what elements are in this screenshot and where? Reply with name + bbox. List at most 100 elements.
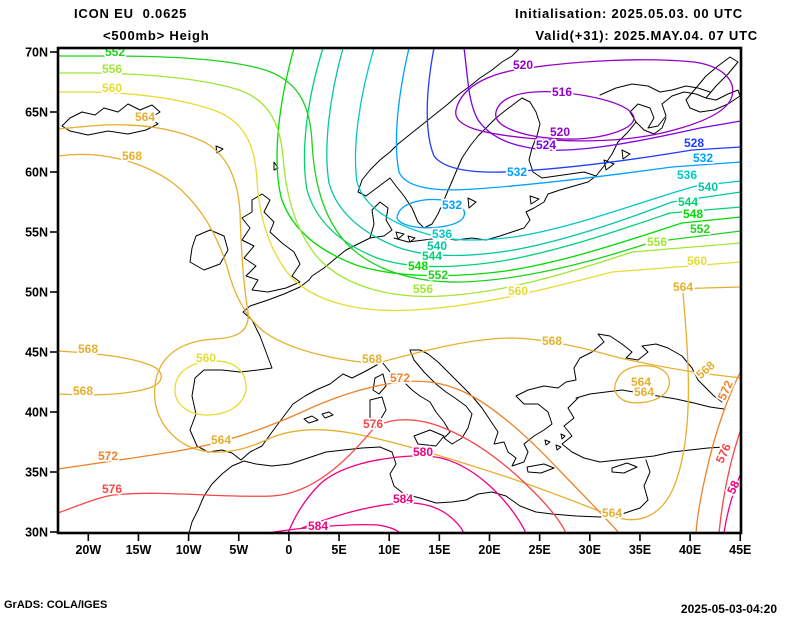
lat-tick-label: 65N	[25, 106, 48, 120]
contour-label-540: 540	[698, 180, 718, 194]
contour-label-564: 564	[602, 506, 622, 520]
contour-label-532: 532	[442, 198, 462, 212]
coast-west-europe	[189, 279, 723, 467]
coast-denmark	[369, 201, 393, 239]
coast-morocco-atlantic	[188, 460, 245, 533]
contour-536	[354, 48, 741, 241]
contour-label-548: 548	[683, 207, 703, 221]
coast-cyprus	[611, 462, 638, 474]
contour-label-520: 520	[513, 58, 533, 72]
contour-label-544: 544	[422, 249, 442, 263]
contour-label-564: 564	[673, 280, 693, 294]
contour-label-520: 520	[550, 125, 570, 139]
coast-barents	[599, 83, 711, 96]
contour-576	[58, 419, 567, 533]
lon-tick-label: 5W	[229, 543, 248, 557]
lat-tick-label: 40N	[25, 406, 48, 420]
contour-label-560: 560	[687, 254, 707, 268]
lon-tick-label: 5E	[331, 543, 346, 557]
valid-time: Valid(+31): 2025.MAY.04. 07 UTC	[535, 28, 758, 43]
coast-saaremaa	[529, 195, 540, 205]
contours	[58, 48, 741, 533]
creation-timestamp: 2025-05-03-04:20	[681, 602, 777, 616]
init-time: Initialisation: 2025.05.03. 00 UTC	[515, 6, 743, 21]
lat-tick-label: 45N	[25, 346, 48, 360]
coast-lake-onega	[621, 149, 631, 160]
latitude-axis: 70N 65N 60N 55N 50N 45N 40N 35N 30N	[25, 46, 58, 540]
map-frame	[56, 46, 743, 535]
coast-sardinia	[369, 396, 387, 423]
contour-568-fold	[58, 350, 162, 396]
coast-danish-isles	[395, 231, 416, 243]
contour-label-560: 560	[508, 284, 528, 298]
contour-576-east	[718, 428, 741, 533]
contour-572-east	[695, 370, 741, 533]
lat-tick-label: 50N	[25, 286, 48, 300]
contour-label-560: 560	[102, 81, 122, 95]
lat-tick-label: 70N	[25, 46, 48, 60]
lon-tick-label: 25E	[529, 543, 551, 557]
coast-balearics	[303, 411, 334, 424]
lon-tick-label: 40E	[679, 543, 701, 557]
longitude-axis: 20W 15W 10W 5W 0 5E 10E 15E 20E 25E 30E 35E 40E 45E	[75, 533, 751, 557]
lon-tick-label: 20W	[75, 543, 101, 557]
contour-label-552: 552	[690, 222, 710, 236]
coast-aegean-islands	[544, 433, 566, 451]
lat-tick-label: 60N	[25, 166, 48, 180]
contour-560-iberia-low	[174, 360, 247, 416]
contour-label-564: 564	[631, 375, 651, 389]
coast-white-sea-inlet	[635, 117, 667, 135]
contour-label-536: 536	[432, 227, 452, 241]
lat-tick-label: 35N	[25, 466, 48, 480]
contour-label-564: 564	[211, 433, 231, 447]
model-title: ICON EU 0.0625	[74, 6, 187, 21]
contour-label-560: 560	[196, 351, 216, 365]
contour-label-568: 568	[542, 334, 562, 348]
contour-label-556: 556	[102, 62, 122, 76]
contour-label-584: 584	[393, 492, 413, 506]
contour-label-556: 556	[647, 235, 667, 249]
contour-label-568: 568	[73, 384, 93, 398]
contour-556	[58, 72, 741, 298]
contour-label-532: 532	[693, 151, 713, 165]
contour-548	[276, 48, 741, 277]
lon-tick-label: 10E	[378, 543, 400, 557]
contour-580	[287, 455, 527, 533]
contour-544	[303, 48, 741, 268]
contour-label-540: 540	[427, 239, 447, 253]
coast-baltic-south	[393, 175, 597, 243]
coast-corsica	[372, 373, 387, 395]
contour-label-536: 536	[677, 168, 697, 182]
field-title: <500mb> Heigh	[103, 28, 210, 43]
contour-label-568: 568	[78, 342, 98, 356]
coast-turkey-west-south	[561, 397, 725, 463]
contour-label-576: 576	[363, 417, 383, 431]
contour-584-south	[267, 523, 401, 533]
coast-scandinavia	[357, 48, 597, 229]
contour-568	[58, 153, 741, 379]
coast-iceland	[61, 103, 161, 136]
contour-label-552: 552	[105, 45, 125, 59]
contour-label-556: 556	[413, 282, 433, 296]
contour-564	[58, 124, 741, 521]
lon-tick-label: 0	[285, 543, 292, 557]
lon-tick-label: 15E	[428, 543, 450, 557]
contour-580-east	[723, 472, 741, 533]
contour-516	[495, 90, 635, 140]
contour-label-552: 552	[428, 268, 448, 282]
contour-label-524: 524	[536, 138, 556, 152]
lat-tick-label: 55N	[25, 226, 48, 240]
contour-label-548: 548	[408, 259, 428, 273]
contour-label-568: 568	[122, 149, 142, 163]
grads-credit: GrADS: COLA/IGES	[4, 599, 107, 611]
contour-572	[58, 380, 620, 533]
contour-label-580: 580	[413, 445, 433, 459]
contour-532	[395, 48, 741, 191]
lon-tick-label: 45E	[729, 543, 751, 557]
coast-turkey-north	[575, 389, 725, 410]
contour-label-528: 528	[684, 136, 704, 150]
lon-tick-label: 20E	[478, 543, 500, 557]
coast-crete	[526, 463, 555, 474]
